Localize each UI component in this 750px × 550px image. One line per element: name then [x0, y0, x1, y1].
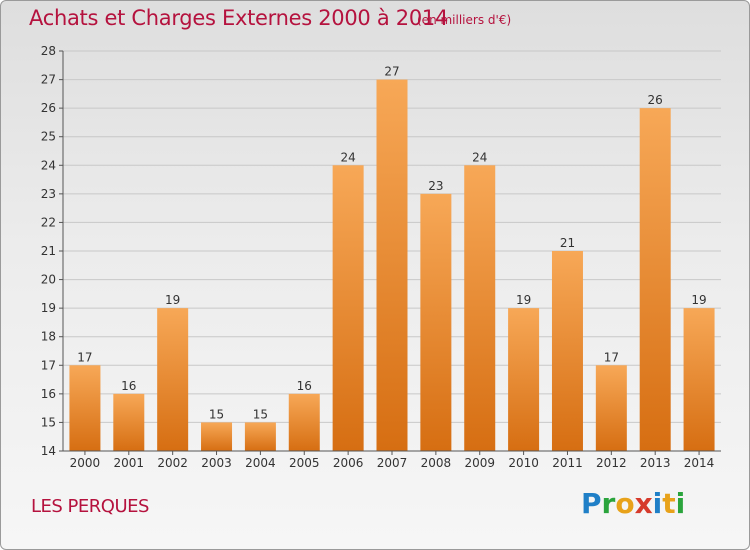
data-label-2012: 17 — [604, 350, 619, 364]
logo-letter: o — [615, 487, 635, 520]
x-tick-label-2012: 2012 — [596, 456, 627, 470]
commune-name: LES PERQUES — [31, 496, 149, 517]
y-tick-label: 16 — [41, 387, 56, 401]
y-tick-label: 22 — [41, 215, 56, 229]
bar-2006 — [332, 165, 364, 452]
chart-title: Achats et Charges Externes 2000 à 2014 — [29, 6, 449, 30]
logo-letter: x — [634, 487, 653, 520]
logo-letter: i — [675, 487, 686, 520]
x-tick-label-2014: 2014 — [684, 456, 715, 470]
y-tick-label: 20 — [41, 273, 56, 287]
y-tick-label: 23 — [41, 187, 56, 201]
y-tick-label: 28 — [41, 44, 56, 58]
data-label-2008: 23 — [428, 179, 443, 193]
logo-letter: i — [652, 487, 663, 520]
bar-2002 — [157, 308, 189, 451]
bar-2014 — [683, 308, 715, 451]
logo-letter: r — [601, 487, 616, 520]
y-tick-label: 24 — [41, 158, 56, 172]
bar-2013 — [639, 108, 671, 452]
bar-2007 — [376, 79, 408, 452]
y-tick-label: 19 — [41, 301, 56, 315]
x-tick-label-2006: 2006 — [333, 456, 364, 470]
data-label-2001: 16 — [121, 379, 136, 393]
x-tick-label-2005: 2005 — [289, 456, 320, 470]
y-tick-label: 14 — [41, 444, 56, 458]
bar-2000 — [69, 365, 101, 451]
x-tick-label-2008: 2008 — [421, 456, 452, 470]
x-tick-label-2009: 2009 — [464, 456, 495, 470]
logo-letter: t — [662, 487, 676, 520]
x-tick-label-2013: 2013 — [640, 456, 671, 470]
data-label-2002: 19 — [165, 293, 180, 307]
chart-subtitle: (en milliers d'€) — [417, 13, 512, 27]
bar-2009 — [464, 165, 496, 452]
data-label-2007: 27 — [384, 65, 399, 79]
bar-2003 — [201, 422, 233, 451]
y-tick-label: 26 — [41, 101, 56, 115]
x-tick-label-2004: 2004 — [245, 456, 276, 470]
bar-2005 — [288, 393, 320, 451]
x-tick-label-2007: 2007 — [377, 456, 408, 470]
y-tick-label: 18 — [41, 330, 56, 344]
x-tick-label-2003: 2003 — [201, 456, 232, 470]
data-label-2009: 24 — [472, 150, 487, 164]
logo-letter: P — [581, 487, 602, 520]
data-label-2003: 15 — [209, 407, 224, 421]
data-label-2004: 15 — [253, 407, 268, 421]
bar-2001 — [113, 393, 145, 451]
x-tick-label-2011: 2011 — [552, 456, 583, 470]
y-tick-label: 21 — [41, 244, 56, 258]
x-tick-label-2010: 2010 — [508, 456, 539, 470]
x-tick-label-2002: 2002 — [157, 456, 188, 470]
data-label-2005: 16 — [297, 379, 312, 393]
proxiti-logo: Proxiti — [581, 487, 685, 520]
data-label-2010: 19 — [516, 293, 531, 307]
data-label-2011: 21 — [560, 236, 575, 250]
x-tick-label-2000: 2000 — [70, 456, 101, 470]
bar-2012 — [595, 365, 627, 451]
data-label-2014: 19 — [691, 293, 706, 307]
data-label-2013: 26 — [648, 93, 663, 107]
data-label-2000: 17 — [77, 350, 92, 364]
y-tick-label: 25 — [41, 130, 56, 144]
y-tick-label: 15 — [41, 415, 56, 429]
y-tick-label: 17 — [41, 358, 56, 372]
x-tick-label-2001: 2001 — [114, 456, 145, 470]
data-label-2006: 24 — [340, 150, 355, 164]
y-tick-label: 27 — [41, 73, 56, 87]
bar-2011 — [551, 251, 583, 451]
bar-2004 — [244, 422, 276, 451]
bar-2008 — [420, 193, 452, 451]
bar-2010 — [508, 308, 540, 451]
